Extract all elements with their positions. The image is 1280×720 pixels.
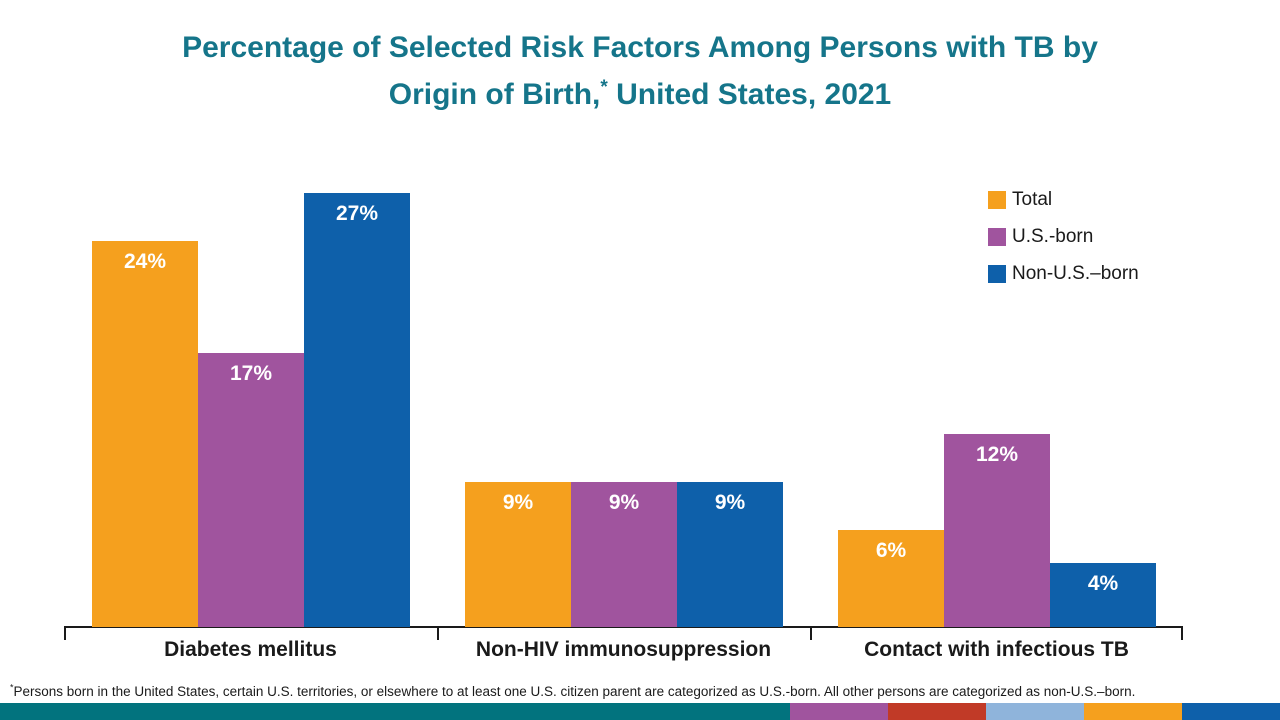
footer-segment-red xyxy=(888,703,986,720)
bar-value-label: 27% xyxy=(335,202,379,225)
bar-value-label: 17% xyxy=(229,362,273,385)
bar-value-label: 9% xyxy=(502,491,534,514)
title-asterisk: * xyxy=(600,77,608,98)
bar-u-s-born: 17% xyxy=(198,353,304,627)
legend-swatch xyxy=(988,191,1006,209)
legend: Total U.S.-born Non-U.S.–born xyxy=(988,189,1139,284)
bar-u-s-born: 12% xyxy=(944,434,1050,627)
legend-swatch xyxy=(988,228,1006,246)
category-label: Non-HIV immunosuppression xyxy=(475,638,772,661)
bar-non-u-s-born: 9% xyxy=(677,482,783,627)
axis-tick xyxy=(1181,627,1183,640)
footer-segment-orange xyxy=(1084,703,1182,720)
axis-tick xyxy=(810,627,812,640)
axis-tick xyxy=(64,627,66,640)
bar-total: 24% xyxy=(92,241,198,627)
legend-label: Non-U.S.–born xyxy=(1012,263,1139,284)
bar-total: 9% xyxy=(465,482,571,627)
footnote: *Persons born in the United States, cert… xyxy=(10,682,1275,699)
footer-segment-light-blue xyxy=(986,703,1084,720)
axis-tick xyxy=(437,627,439,640)
bar-value-label: 24% xyxy=(123,250,167,273)
legend-item-total: Total xyxy=(988,189,1139,210)
legend-label: Total xyxy=(1012,189,1053,210)
bar-non-u-s-born: 4% xyxy=(1050,563,1156,627)
bar-group: 6% 12% 4% xyxy=(838,170,1156,627)
bar-value-label: 4% xyxy=(1087,572,1119,595)
x-axis-line xyxy=(64,626,1183,628)
bar-value-label: 9% xyxy=(608,491,640,514)
bar-total: 6% xyxy=(838,530,944,627)
footer-color-bar xyxy=(0,703,1280,720)
legend-swatch xyxy=(988,265,1006,283)
bar-group: 9% 9% 9% xyxy=(465,170,783,627)
footer-segment-teal xyxy=(0,703,790,720)
bar-value-label: 9% xyxy=(714,491,746,514)
category-label: Contact with infectious TB xyxy=(864,638,1129,661)
title-line1: Percentage of Selected Risk Factors Amon… xyxy=(182,31,1098,64)
title-line2-end: United States, 2021 xyxy=(607,78,892,111)
bar-chart: 24% 17% 27% Diabetes mellitus 9% 9% 9% Non-HIV … xyxy=(64,170,1183,661)
category-label: Diabetes mellitus xyxy=(164,638,337,661)
footnote-text: Persons born in the United States, certa… xyxy=(13,684,1136,699)
footer-segment-purple xyxy=(790,703,888,720)
bar-value-label: 6% xyxy=(875,539,907,562)
title-line2: Origin of Birth, xyxy=(388,78,601,111)
bar-value-label: 12% xyxy=(975,443,1019,466)
legend-label: U.S.-born xyxy=(1012,226,1094,247)
footer-segment-blue xyxy=(1182,703,1280,720)
bar-non-u-s-born: 27% xyxy=(304,193,410,627)
legend-item-u-s-born: U.S.-born xyxy=(988,226,1139,247)
legend-item-non-u-s-born: Non-U.S.–born xyxy=(988,263,1139,284)
footnote-asterisk: * xyxy=(10,682,14,693)
bar-u-s-born: 9% xyxy=(571,482,677,627)
bar-group: 24% 17% 27% xyxy=(92,170,410,627)
chart-title: Percentage of Selected Risk Factors Amon… xyxy=(0,24,1280,118)
